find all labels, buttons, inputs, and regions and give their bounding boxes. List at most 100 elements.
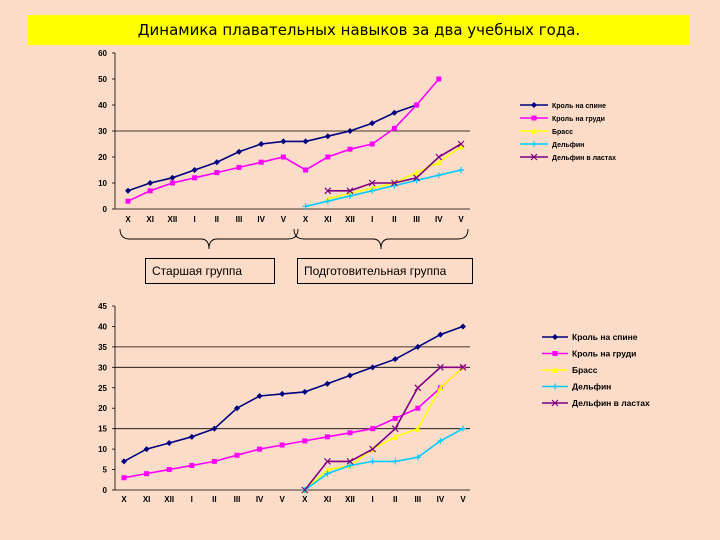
x-tick-label: IV (257, 215, 265, 224)
data-point-kroll-na-spine (256, 392, 263, 399)
page-title: Динамика плавательных навыков за два уче… (28, 15, 690, 45)
legend-marker-kroll-na-grudi (552, 351, 558, 356)
y-tick-label: 15 (98, 425, 107, 434)
senior-group-label: Старшая группа (145, 258, 275, 284)
data-point-delfin (369, 458, 376, 465)
x-tick-label: V (458, 215, 464, 224)
series-kroll-na-grudi (121, 364, 466, 481)
legend-marker-delfin (552, 383, 558, 390)
data-point-delfin-v-lastah (390, 179, 398, 187)
data-point-kroll-na-spine (302, 138, 309, 145)
data-point-kroll-na-grudi (192, 175, 198, 181)
data-point-kroll-na-spine (324, 133, 331, 140)
data-point-kroll-na-spine (324, 380, 331, 387)
data-point-kroll-na-spine (369, 364, 376, 371)
x-tick-label: XII (345, 215, 355, 224)
series-line-delfin (304, 427, 464, 491)
legend-marker-kroll-na-spine (552, 334, 558, 340)
data-point-kroll-na-spine (301, 388, 308, 395)
x-tick-label: III (236, 215, 243, 224)
data-point-kroll-na-grudi (211, 458, 217, 464)
x-tick-label: I (191, 495, 193, 504)
y-tick-label: 5 (103, 466, 108, 475)
legend-label-delfin-v-lastah: Дельфин в ластах (572, 398, 650, 408)
data-point-brass (437, 384, 444, 391)
data-point-kroll-na-spine (188, 433, 195, 440)
senior-group-label-text: Старшая группа (152, 264, 243, 278)
y-tick-label: 20 (98, 153, 107, 162)
x-tick-label: XI (143, 495, 151, 504)
legend-label-brass: Брасс (552, 129, 573, 136)
data-point-kroll-na-spine (125, 187, 131, 194)
legend-label-kroll-na-grudi: Кроль на груди (572, 349, 636, 359)
data-point-kroll-na-spine (280, 138, 287, 145)
x-tick-label: III (234, 495, 241, 504)
data-point-delfin (458, 167, 464, 173)
data-point-delfin-v-lastah (346, 187, 354, 195)
data-point-delfin (347, 462, 353, 469)
data-point-kroll-na-grudi (347, 430, 353, 436)
series-line-kroll-na-spine (123, 325, 464, 463)
x-tick-label: XII (168, 215, 178, 224)
data-point-kroll-na-grudi (280, 154, 286, 160)
group-brace (293, 228, 469, 250)
data-point-delfin (392, 458, 399, 465)
x-tick-label: II (215, 215, 219, 224)
x-tick-label: I (193, 215, 195, 224)
data-point-kroll-na-spine (437, 331, 444, 338)
y-tick-label: 10 (98, 179, 107, 188)
data-point-brass (392, 433, 399, 440)
series-kroll-na-grudi (125, 76, 442, 204)
data-point-kroll-na-grudi (302, 438, 308, 444)
data-point-delfin-v-lastah (413, 174, 421, 182)
series-brass (324, 143, 464, 202)
data-point-kroll-na-grudi (121, 475, 127, 481)
data-point-kroll-na-spine (279, 390, 286, 397)
x-tick-label: I (371, 215, 373, 224)
data-point-kroll-na-grudi (369, 141, 375, 147)
data-point-kroll-na-grudi (125, 198, 131, 204)
data-point-kroll-na-grudi (370, 426, 376, 432)
data-point-kroll-na-grudi (234, 452, 240, 458)
data-point-kroll-na-spine (258, 141, 265, 147)
data-point-kroll-na-grudi (257, 446, 263, 452)
legend-marker-brass (531, 128, 537, 134)
x-tick-label: X (303, 215, 309, 224)
preparatory-group-label-text: Подготовительная группа (304, 264, 447, 278)
x-tick-label: IV (437, 495, 445, 504)
series-line-brass (304, 366, 464, 491)
data-point-kroll-na-grudi (391, 125, 397, 131)
series-kroll-na-spine (125, 102, 420, 194)
data-point-kroll-na-spine (347, 128, 353, 134)
data-point-kroll-na-grudi (325, 154, 331, 160)
x-tick-label: II (393, 495, 397, 504)
data-point-kroll-na-grudi (279, 442, 285, 448)
legend-marker-delfin-v-lastah (551, 399, 559, 407)
data-point-delfin-v-lastah (368, 179, 376, 187)
data-point-kroll-na-spine (147, 180, 154, 186)
y-tick-label: 30 (98, 363, 107, 372)
data-point-delfin (460, 425, 466, 432)
data-point-kroll-na-spine (213, 159, 220, 166)
data-point-delfin-v-lastah (301, 486, 309, 494)
legend-label-delfin-v-lastah: Дельфин в ластах (552, 155, 616, 162)
data-point-delfin-v-lastah (414, 384, 422, 392)
data-point-delfin (324, 198, 331, 205)
data-point-brass (414, 425, 421, 432)
data-point-delfin (302, 203, 309, 210)
data-point-kroll-na-grudi (147, 188, 153, 194)
series-delfin (301, 425, 466, 493)
data-point-kroll-na-spine (347, 372, 353, 379)
data-point-kroll-na-spine (211, 425, 218, 432)
legend-marker-kroll-na-grudi (531, 115, 537, 121)
data-point-delfin-v-lastah (346, 457, 354, 465)
legend-label-kroll-na-spine: Кроль на спине (552, 103, 606, 110)
x-tick-label: X (125, 215, 131, 224)
data-point-kroll-na-spine (391, 109, 398, 116)
data-point-kroll-na-spine (234, 405, 240, 412)
data-point-delfin (369, 187, 376, 194)
x-tick-label: V (281, 215, 287, 224)
data-point-kroll-na-grudi (414, 102, 420, 108)
data-point-kroll-na-grudi (415, 405, 421, 411)
